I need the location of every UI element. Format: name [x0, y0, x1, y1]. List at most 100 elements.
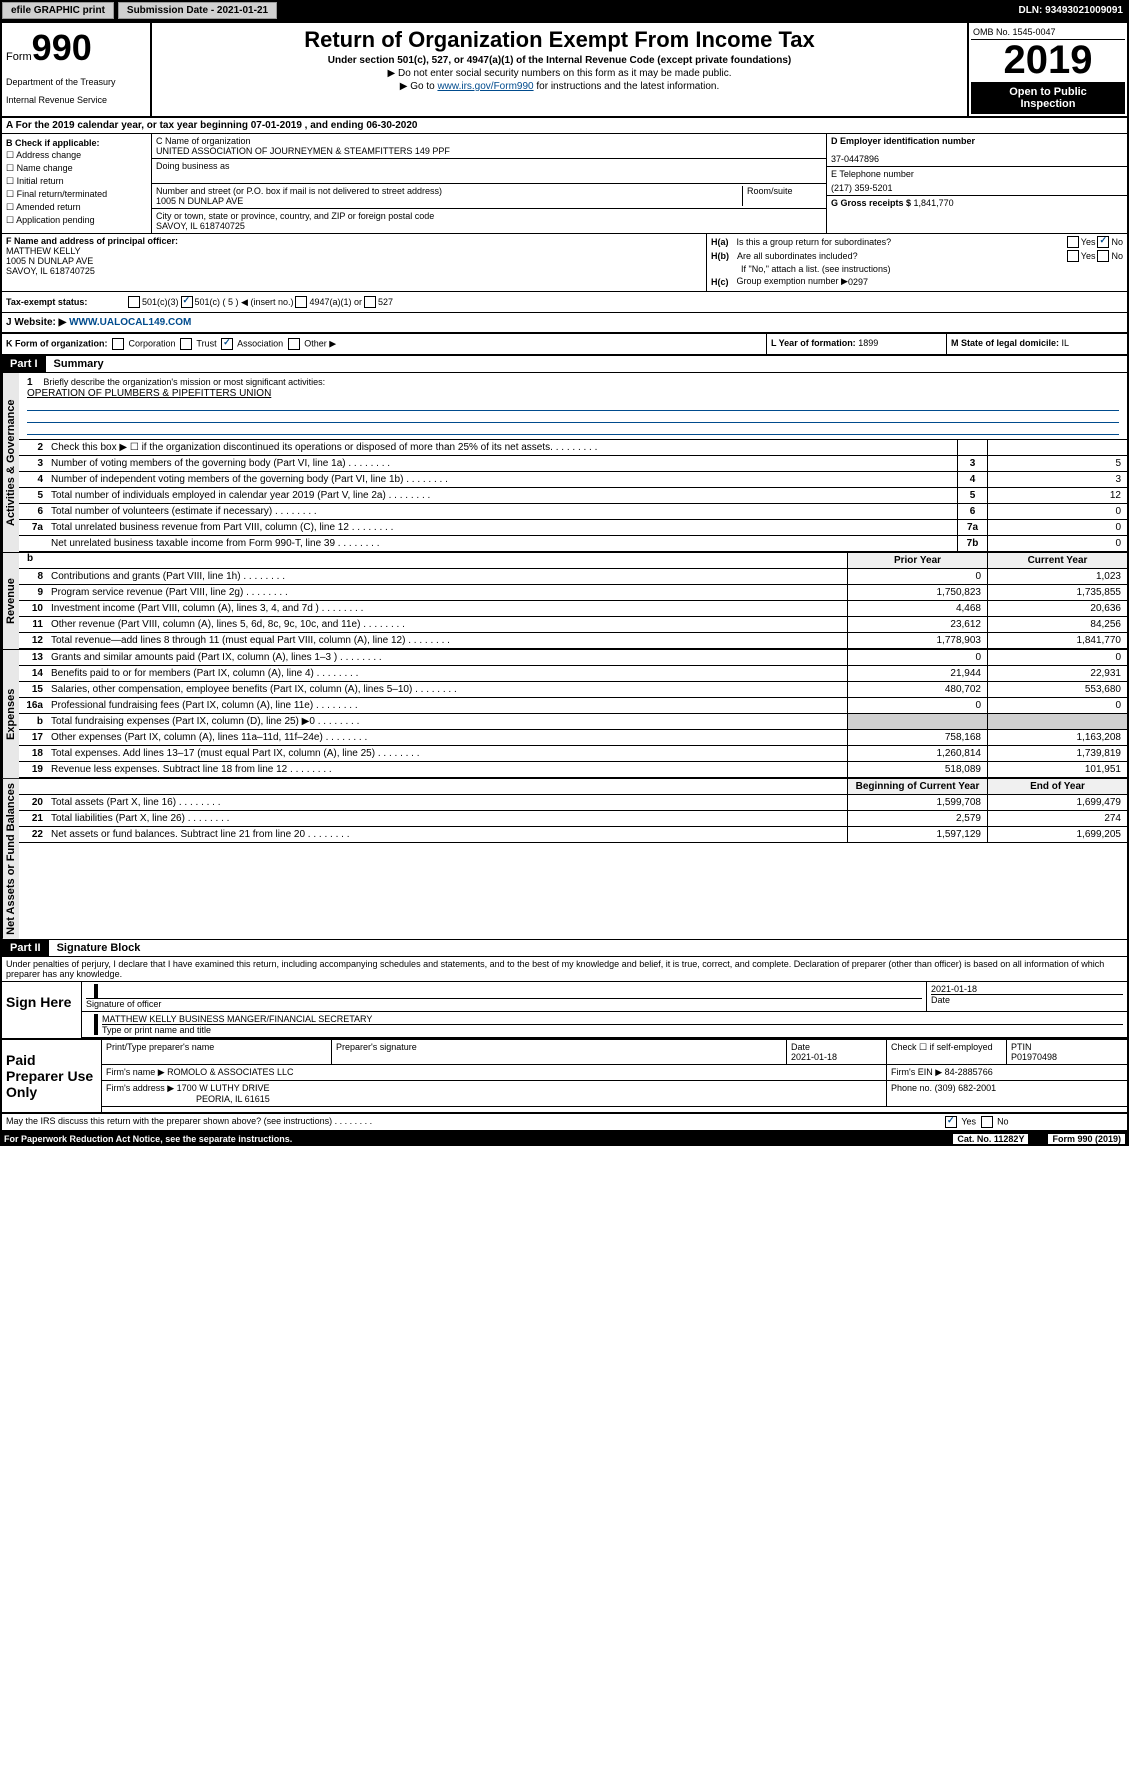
paperwork-footer: For Paperwork Reduction Act Notice, see … — [0, 1132, 1129, 1146]
tel-row: E Telephone number (217) 359-5201 — [827, 167, 1127, 196]
data-row: 21Total liabilities (Part X, line 26)2,5… — [19, 811, 1127, 827]
data-row: 7aTotal unrelated business revenue from … — [19, 520, 1127, 536]
netassets-label: Net Assets or Fund Balances — [2, 779, 19, 939]
cb-501c3[interactable] — [128, 296, 140, 308]
officer-addr2: SAVOY, IL 618740725 — [6, 266, 702, 276]
cb-other[interactable] — [288, 338, 300, 350]
data-row: 16aProfessional fundraising fees (Part I… — [19, 698, 1127, 714]
officer-name: MATTHEW KELLY — [6, 246, 702, 256]
form-prefix: Form — [6, 51, 32, 63]
data-row: 5Total number of individuals employed in… — [19, 488, 1127, 504]
data-row: 19Revenue less expenses. Subtract line 1… — [19, 762, 1127, 778]
website-link[interactable]: WWW.UALOCAL149.COM — [69, 317, 191, 328]
data-row: Net unrelated business taxable income fr… — [19, 536, 1127, 552]
ha-no[interactable] — [1097, 236, 1109, 248]
hb-yes[interactable] — [1067, 250, 1079, 262]
cb-final[interactable]: ☐ Final return/terminated — [6, 189, 147, 200]
hb-no[interactable] — [1097, 250, 1109, 262]
city-row: City or town, state or province, country… — [152, 209, 826, 233]
h-cell: H(a)Is this a group return for subordina… — [707, 234, 1127, 291]
title-cell: Return of Organization Exempt From Incom… — [152, 23, 967, 116]
cb-4947[interactable] — [295, 296, 307, 308]
current-year-header: Current Year — [987, 553, 1127, 568]
col-b-checkboxes: B Check if applicable: ☐ Address change … — [2, 134, 152, 233]
officer-h-row: F Name and address of principal officer:… — [2, 234, 1127, 292]
inspection-badge: Open to Public Inspection — [971, 82, 1125, 114]
cb-initial[interactable]: ☐ Initial return — [6, 176, 147, 187]
ein-row: D Employer identification number 37-0447… — [827, 134, 1127, 167]
dln-text: DLN: 93493021009091 — [1018, 5, 1127, 16]
data-row: 20Total assets (Part X, line 16)1,599,70… — [19, 795, 1127, 811]
firm-ein: 84-2885766 — [945, 1067, 993, 1077]
tel-value: (217) 359-5201 — [831, 183, 1123, 193]
prep-addr-row: Firm's address ▶ 1700 W LUTHY DRIVEPEORI… — [102, 1081, 1127, 1107]
data-row: 4Number of independent voting members of… — [19, 472, 1127, 488]
period-row: A For the 2019 calendar year, or tax yea… — [2, 118, 1127, 134]
end-year-header: End of Year — [987, 779, 1127, 794]
cb-corp[interactable] — [112, 338, 124, 350]
data-row: 14Benefits paid to or for members (Part … — [19, 666, 1127, 682]
data-row: 8Contributions and grants (Part VIII, li… — [19, 569, 1127, 585]
begin-year-header: Beginning of Current Year — [847, 779, 987, 794]
cb-501c[interactable] — [181, 296, 193, 308]
preparer-label: Paid Preparer Use Only — [2, 1040, 102, 1112]
sig-date: 2021-01-18 Date — [927, 982, 1127, 1011]
dept-irs: Internal Revenue Service — [6, 95, 146, 105]
prep-header-row: Print/Type preparer's name Preparer's si… — [102, 1040, 1127, 1065]
hc-value: 0297 — [848, 277, 868, 287]
form-number-cell: Form990 Department of the Treasury Inter… — [2, 23, 152, 116]
year-cell: OMB No. 1545-0047 2019 Open to Public In… — [967, 23, 1127, 116]
discuss-yes[interactable] — [945, 1116, 957, 1128]
gross-value: 1,841,770 — [914, 198, 954, 208]
cb-amended[interactable]: ☐ Amended return — [6, 202, 147, 213]
revenue-section: Revenue b Prior Year Current Year 8Contr… — [2, 553, 1127, 650]
dept-treasury: Department of the Treasury — [6, 77, 146, 87]
cb-name[interactable]: ☐ Name change — [6, 163, 147, 174]
cb-pending[interactable]: ☐ Application pending — [6, 215, 147, 226]
prior-year-header: Prior Year — [847, 553, 987, 568]
ein-value: 37-0447896 — [831, 154, 1123, 164]
cb-trust[interactable] — [180, 338, 192, 350]
cb-assoc[interactable] — [221, 338, 233, 350]
org-name-row: C Name of organization UNITED ASSOCIATIO… — [152, 134, 826, 159]
col-c-org: C Name of organization UNITED ASSOCIATIO… — [152, 134, 827, 233]
cb-address[interactable]: ☐ Address change — [6, 150, 147, 161]
ha-yes[interactable] — [1067, 236, 1079, 248]
submission-btn[interactable]: Submission Date - 2021-01-21 — [118, 2, 277, 19]
klm-row: K Form of organization: Corporation Trus… — [2, 334, 1127, 356]
year-header: b Prior Year Current Year — [19, 553, 1127, 569]
form-footer: Form 990 (2019) — [1048, 1134, 1125, 1144]
tax-year: 2019 — [971, 40, 1125, 80]
firm-phone: (309) 682-2001 — [935, 1083, 997, 1093]
data-row: 2Check this box ▶ ☐ if the organization … — [19, 440, 1127, 456]
form-number: 990 — [32, 27, 92, 68]
data-row: 17Other expenses (Part IX, column (A), l… — [19, 730, 1127, 746]
m-cell: M State of legal domicile: IL — [947, 334, 1127, 354]
part2-header: Part II Signature Block — [2, 940, 1127, 957]
org-city: SAVOY, IL 618740725 — [156, 221, 822, 231]
info-grid: B Check if applicable: ☐ Address change … — [2, 134, 1127, 234]
col-de: D Employer identification number 37-0447… — [827, 134, 1127, 233]
data-row: 11Other revenue (Part VIII, column (A), … — [19, 617, 1127, 633]
officer-addr1: 1005 N DUNLAP AVE — [6, 256, 702, 266]
cb-527[interactable] — [364, 296, 376, 308]
note-ssn: ▶ Do not enter social security numbers o… — [156, 68, 963, 79]
preparer-section: Paid Preparer Use Only Print/Type prepar… — [2, 1040, 1127, 1114]
org-name: UNITED ASSOCIATION OF JOURNEYMEN & STEAM… — [156, 146, 822, 156]
discuss-no[interactable] — [981, 1116, 993, 1128]
efile-btn[interactable]: efile GRAPHIC print — [2, 2, 114, 19]
discuss-row: May the IRS discuss this return with the… — [2, 1114, 1127, 1130]
data-row: 12Total revenue—add lines 8 through 11 (… — [19, 633, 1127, 649]
activities-label: Activities & Governance — [2, 373, 19, 552]
sign-here-label: Sign Here — [2, 982, 82, 1038]
data-row: 3Number of voting members of the governi… — [19, 456, 1127, 472]
firm-addr2: PEORIA, IL 61615 — [106, 1094, 270, 1104]
dba-row: Doing business as — [152, 159, 826, 184]
irs-link[interactable]: www.irs.gov/Form990 — [437, 81, 533, 92]
k-cell: K Form of organization: Corporation Trus… — [2, 334, 767, 354]
form-container: Form990 Department of the Treasury Inter… — [0, 21, 1129, 1132]
prep-firm-row: Firm's name ▶ ROMOLO & ASSOCIATES LLC Fi… — [102, 1065, 1127, 1081]
addr-row: Number and street (or P.O. box if mail i… — [152, 184, 826, 209]
firm-name: ROMOLO & ASSOCIATES LLC — [167, 1067, 293, 1077]
activities-section: Activities & Governance 1 Briefly descri… — [2, 373, 1127, 553]
